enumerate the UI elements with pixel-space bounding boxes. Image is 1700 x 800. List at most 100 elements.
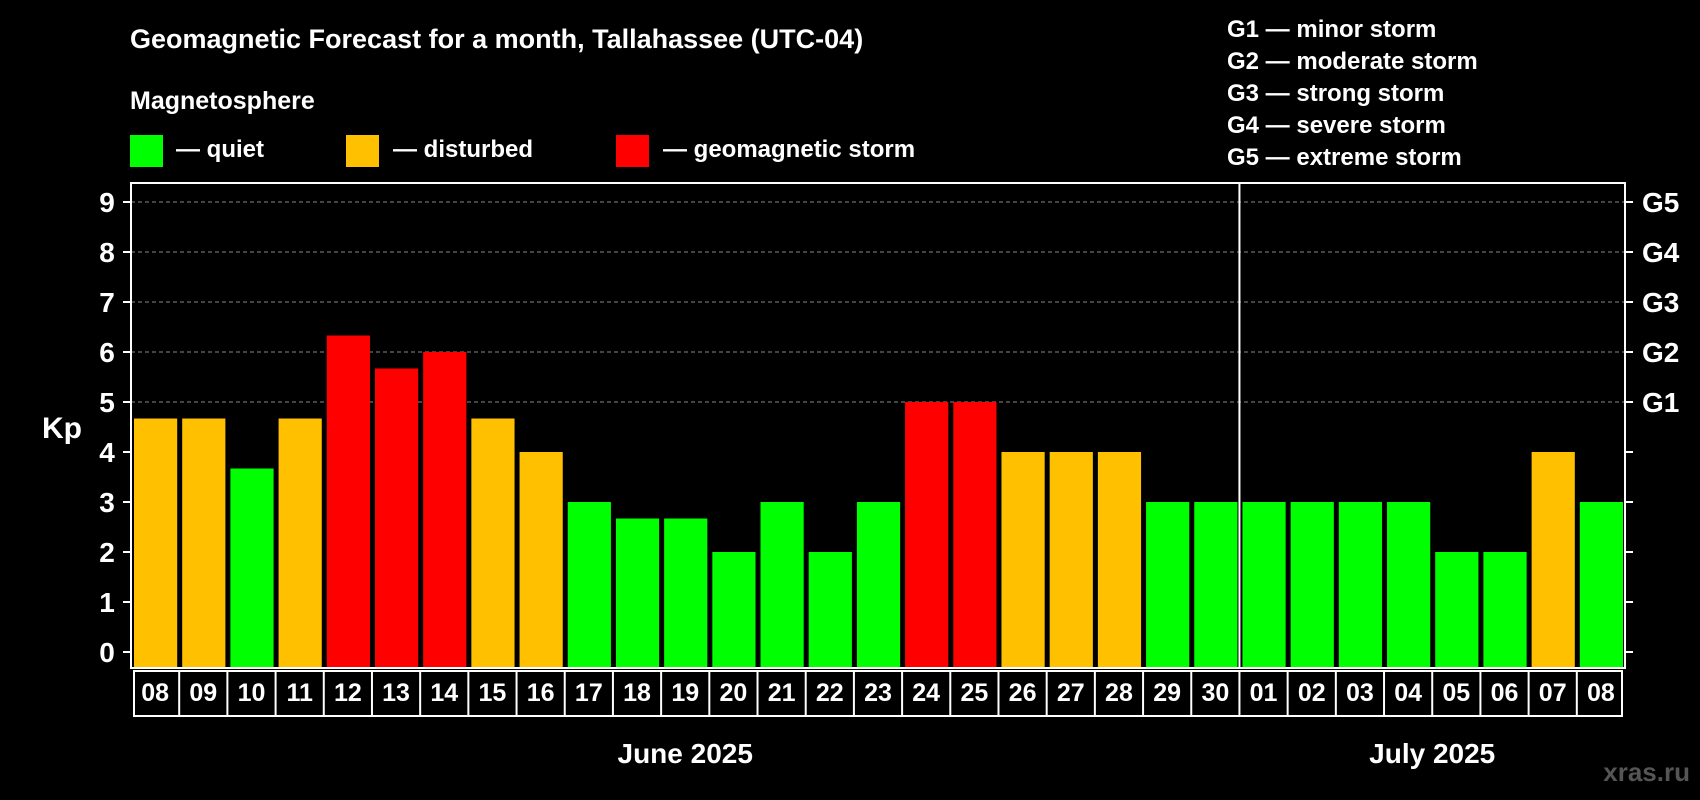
legend-label-disturbed: — disturbed [393,136,533,163]
x-tick-label-14: 22 [816,679,844,707]
g-scale-label-G4: G4 [1642,237,1680,268]
legend: — quiet — disturbed — geomagnetic storm [130,135,915,167]
month-label-1: July 2025 [1369,738,1495,769]
x-tick-label-23: 01 [1250,679,1278,707]
bar-22 [1194,502,1238,668]
y-tick-label-8: 8 [99,237,115,268]
x-tick-label-13: 21 [768,679,796,707]
x-tick-label-9: 17 [575,679,603,707]
x-tick-label-18: 26 [1009,679,1037,707]
y-axis-label: Kp [42,412,82,445]
y-tick-label-9: 9 [99,187,115,218]
x-tick-label-27: 05 [1442,679,1470,707]
legend-heading: Magnetosphere [130,87,315,115]
x-tick-label-11: 19 [671,679,699,707]
axes [123,182,1633,717]
x-tick-label-30: 08 [1587,679,1615,707]
bar-5 [374,368,419,668]
legend-swatch-storm [616,135,649,167]
bar-17 [953,402,997,668]
date-row-frame [133,670,1623,717]
bar-6 [423,352,467,668]
storm-scale-legend: G1 — minor storm G2 — moderate storm G3 … [1227,16,1478,171]
bar-11 [664,518,708,668]
storm-scale-g5: G5 — extreme storm [1227,144,1462,171]
g-scale-label-G1: G1 [1642,387,1679,418]
storm-scale-g1: G1 — minor storm [1227,16,1436,43]
x-tick-label-12: 20 [720,679,748,707]
bars [134,335,1623,668]
bar-20 [1097,452,1142,668]
bar-26 [1387,502,1431,668]
bar-28 [1483,552,1527,668]
bar-0 [134,418,178,668]
y-tick-label-3: 3 [99,487,115,518]
bar-19 [1049,452,1093,668]
x-tick-label-5: 13 [382,679,410,707]
y-tick-label-6: 6 [99,337,115,368]
bar-15 [856,502,901,668]
bar-25 [1338,502,1383,668]
month-label-0: June 2025 [618,738,753,769]
x-tick-label-25: 03 [1346,679,1374,707]
x-tick-label-20: 28 [1105,679,1133,707]
x-tick-label-2: 10 [238,679,266,707]
bar-3 [278,418,322,668]
bar-29 [1531,452,1575,668]
bar-18 [1001,452,1045,668]
storm-scale-g4: G4 — severe storm [1227,112,1446,139]
x-tick-label-6: 14 [430,679,458,707]
x-tick-label-19: 27 [1057,679,1085,707]
x-tick-label-29: 07 [1539,679,1567,707]
bar-9 [567,502,611,668]
bar-13 [760,502,804,668]
legend-swatch-quiet [130,135,163,167]
y-tick-label-0: 0 [99,637,115,668]
x-tick-label-21: 29 [1153,679,1181,707]
legend-swatch-disturbed [346,135,379,167]
y-tick-label-5: 5 [99,387,115,418]
x-tick-label-10: 18 [623,679,651,707]
storm-scale-g3: G3 — strong storm [1227,80,1444,107]
y-tick-label-7: 7 [99,287,115,318]
x-tick-label-26: 04 [1394,679,1422,707]
x-tick-label-28: 06 [1491,679,1519,707]
legend-label-storm: — geomagnetic storm [663,136,915,163]
x-tick-label-15: 23 [864,679,892,707]
plot-frame [130,182,1626,669]
g-scale-label-G5: G5 [1642,187,1679,218]
bar-4 [326,335,370,668]
x-tick-label-7: 15 [479,679,507,707]
x-tick-label-22: 30 [1201,679,1229,707]
g-scale-label-G3: G3 [1642,287,1679,318]
x-tick-label-0: 08 [141,679,169,707]
x-tick-label-3: 11 [286,679,313,707]
bar-12 [712,552,756,668]
x-tick-label-16: 24 [912,679,940,707]
bar-7 [471,418,515,668]
bar-21 [1146,502,1190,668]
x-tick-label-4: 12 [334,679,362,707]
x-tick-label-17: 25 [960,679,988,707]
bar-10 [615,518,660,668]
x-tick-label-8: 16 [527,679,555,707]
x-tick-label-24: 02 [1298,679,1326,707]
bar-27 [1435,552,1479,668]
watermark: xras.ru [1603,757,1690,787]
storm-scale-g2: G2 — moderate storm [1227,48,1478,75]
g-scale-label-G2: G2 [1642,337,1679,368]
bar-30 [1579,502,1623,668]
bar-8 [519,452,563,668]
y-tick-label-1: 1 [99,587,115,618]
chart-title: Geomagnetic Forecast for a month, Tallah… [130,24,863,54]
y-tick-label-4: 4 [99,437,115,468]
bar-1 [182,418,226,668]
legend-label-quiet: — quiet [176,136,264,163]
bar-24 [1290,502,1334,668]
y-tick-label-2: 2 [99,537,115,568]
bar-23 [1242,502,1286,668]
bar-14 [808,552,852,668]
bar-16 [905,402,949,668]
